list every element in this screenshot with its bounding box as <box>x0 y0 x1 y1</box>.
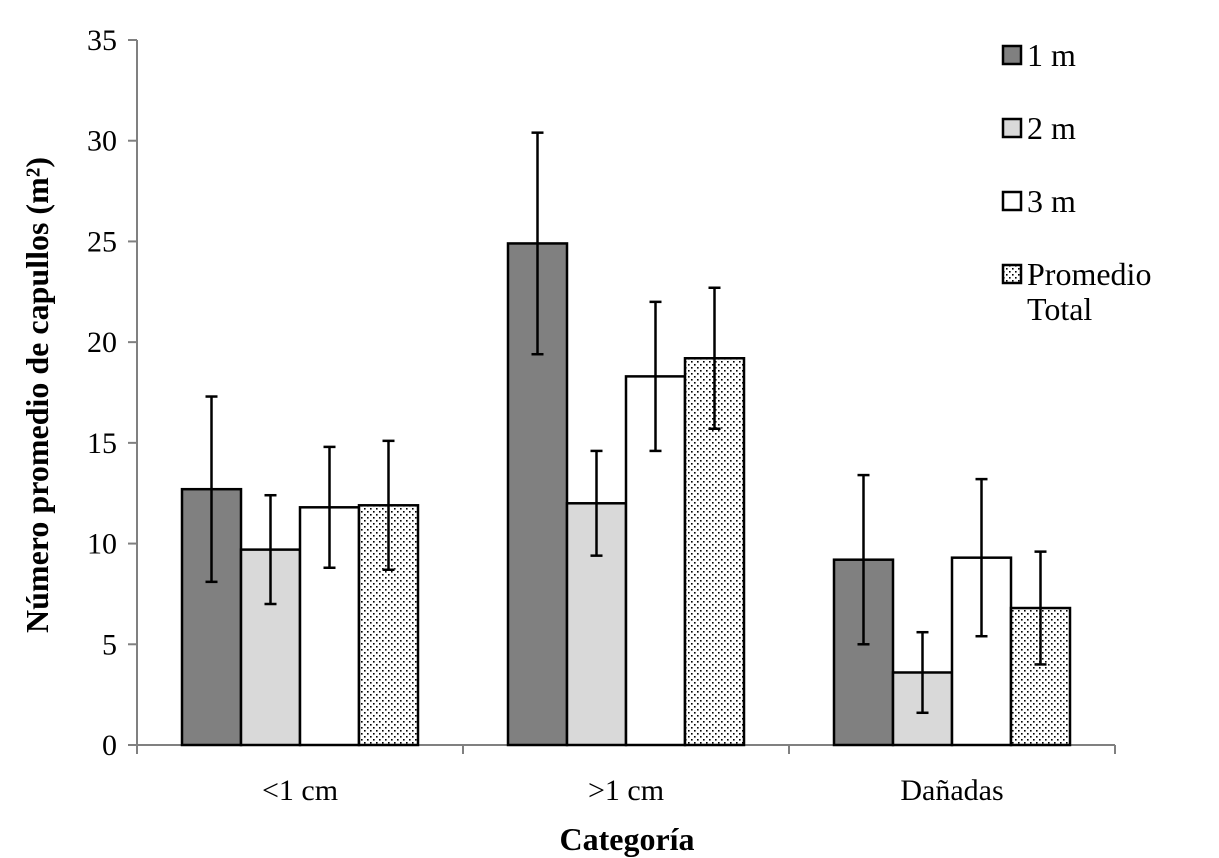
y-tick-label: 25 <box>87 225 117 258</box>
y-tick-label: 0 <box>102 729 117 762</box>
y-tick-label: 15 <box>87 427 117 460</box>
y-tick-label: 10 <box>87 528 117 561</box>
legend-label: Promedio Total <box>1027 256 1151 327</box>
x-tick-label: >1 cm <box>588 774 664 807</box>
x-axis-title: Categoría <box>559 821 694 857</box>
x-axis: <1 cm >1 cm Dañadas <box>136 744 1116 807</box>
bars <box>180 242 1072 747</box>
legend-swatch <box>1001 190 1023 212</box>
bar <box>832 558 895 747</box>
y-tick-label: 5 <box>102 628 117 661</box>
y-tick-label: 35 <box>87 24 117 57</box>
x-tick-label: Dañadas <box>900 774 1003 807</box>
legend-swatch <box>1001 44 1023 66</box>
legend: 1 m 2 m 3 m Promedio Total <box>1001 37 1151 327</box>
error-bars <box>205 131 1047 715</box>
x-tick-label: <1 cm <box>262 774 338 807</box>
legend-label: 1 m <box>1027 37 1076 73</box>
legend-swatch <box>1001 263 1023 285</box>
y-axis-title: Número promedio de capullos (m²) <box>19 157 55 633</box>
y-tick-label: 30 <box>87 125 117 158</box>
legend-label: 2 m <box>1027 110 1076 146</box>
y-axis: 0 5 10 15 20 25 30 35 <box>87 24 138 762</box>
legend-swatch <box>1001 117 1023 139</box>
y-tick-label: 20 <box>87 326 117 359</box>
legend-label: 3 m <box>1027 183 1076 219</box>
